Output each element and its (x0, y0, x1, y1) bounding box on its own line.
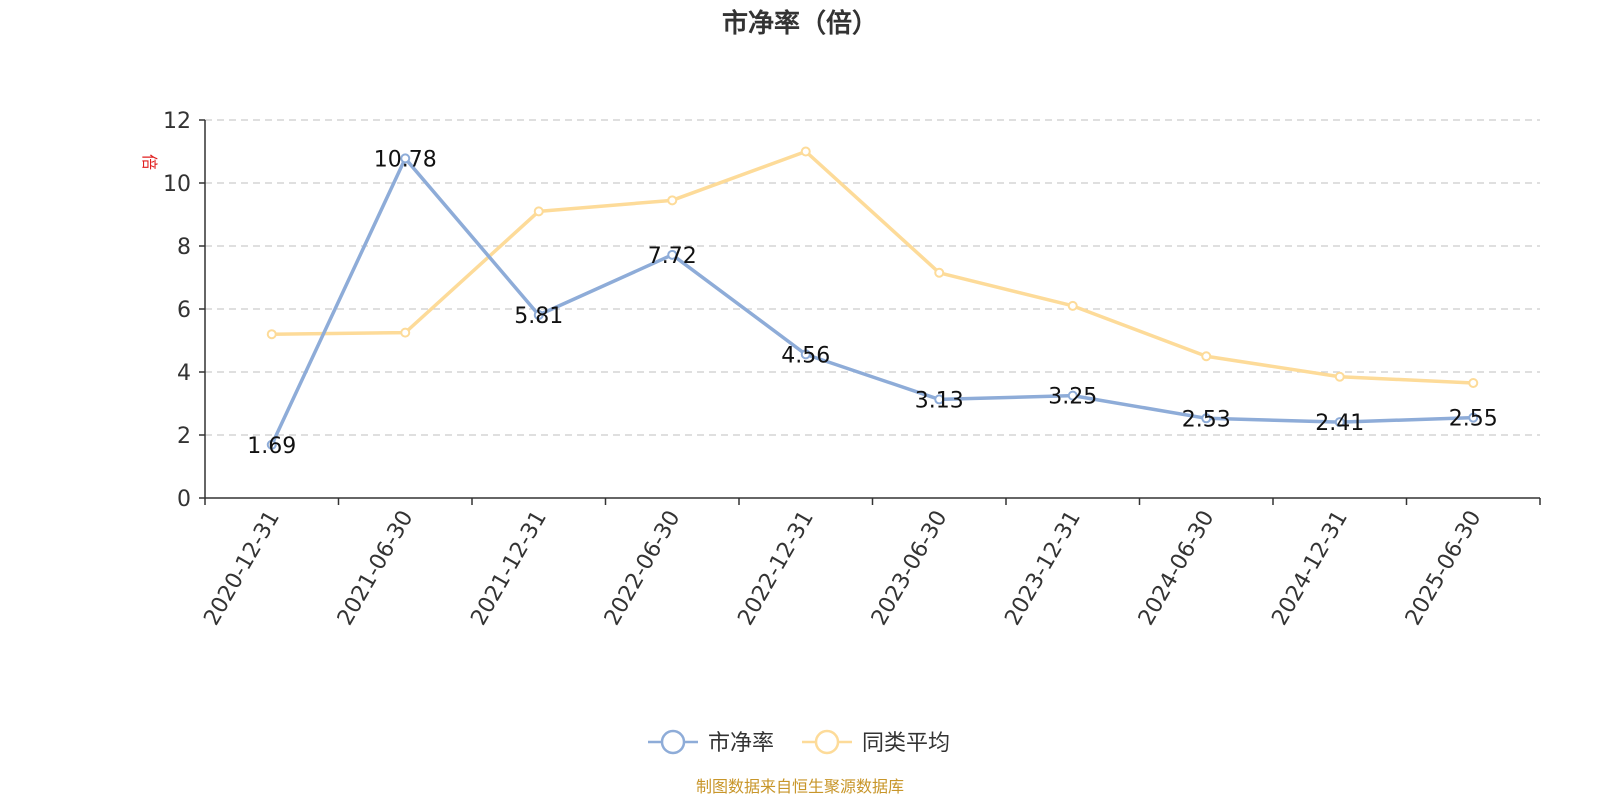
y-tick-label: 12 (163, 109, 191, 134)
legend-label-0: 市净率 (708, 731, 774, 756)
data-point (800, 146, 811, 157)
data-label: 2.41 (1315, 411, 1364, 436)
y-tick-label: 6 (177, 298, 191, 323)
data-point (1468, 378, 1479, 389)
x-tick-label: 2023-12-31 (1000, 507, 1086, 630)
data-point (1201, 351, 1212, 362)
data-labels: 1.69 10.78 5.81 7.72 4.56 3.13 3.25 2.53 2.41 2.5… (247, 147, 1497, 458)
y-tick-label: 10 (163, 172, 191, 197)
data-point (1468, 412, 1479, 423)
data-label: 4.56 (781, 343, 830, 368)
data-label: 7.72 (648, 244, 697, 269)
data-label: 2.53 (1182, 407, 1231, 432)
data-label: 3.13 (915, 388, 964, 413)
data-point (667, 249, 678, 260)
data-point (1067, 390, 1078, 401)
data-label: 10.78 (374, 147, 437, 172)
legend: 市净率 同类平均 (648, 729, 950, 756)
data-point (1334, 417, 1345, 428)
x-tick-label: 2022-06-30 (600, 507, 686, 630)
x-tick-label: 2025-06-30 (1401, 507, 1487, 630)
x-tick-label: 2022-12-31 (733, 507, 819, 630)
data-label: 2.55 (1449, 407, 1498, 432)
data-point (1201, 413, 1212, 424)
data-point (1067, 300, 1078, 311)
data-point (266, 329, 277, 340)
y-tick-label: 0 (177, 487, 191, 512)
data-point (934, 394, 945, 405)
x-tick-label: 2023-06-30 (867, 507, 953, 630)
data-point (800, 349, 811, 360)
chart-title: 市净率（倍） (722, 8, 878, 39)
source-note: 制图数据来自恒生聚源数据库 (696, 777, 904, 796)
data-point (934, 267, 945, 278)
x-tick-label: 2024-12-31 (1267, 507, 1353, 630)
x-tick-label: 2024-06-30 (1134, 507, 1220, 630)
legend-marker-0 (660, 729, 686, 755)
y-tick-label: 4 (177, 361, 191, 386)
x-tick-label: 2021-12-31 (466, 507, 552, 630)
data-label: 3.25 (1048, 385, 1097, 410)
legend-marker-1 (814, 729, 840, 755)
x-tick-label: 2021-06-30 (333, 507, 419, 630)
data-point (400, 153, 411, 164)
data-point (667, 195, 678, 206)
series-layer (266, 146, 1479, 450)
data-point (1334, 371, 1345, 382)
data-point (533, 206, 544, 217)
y-tick-label: 2 (177, 424, 191, 449)
data-point (533, 309, 544, 320)
legend-label-1: 同类平均 (862, 731, 950, 756)
data-point (400, 327, 411, 338)
data-point (266, 439, 277, 450)
x-tick-label: 2020-12-31 (199, 507, 285, 630)
series-line-1 (271, 149, 1474, 385)
data-label: 1.69 (247, 434, 296, 459)
y-axis-unit-label: 倍 (140, 154, 159, 170)
data-label: 5.81 (514, 304, 563, 329)
y-tick-label: 8 (177, 235, 191, 260)
series-line-0 (270, 156, 1474, 446)
